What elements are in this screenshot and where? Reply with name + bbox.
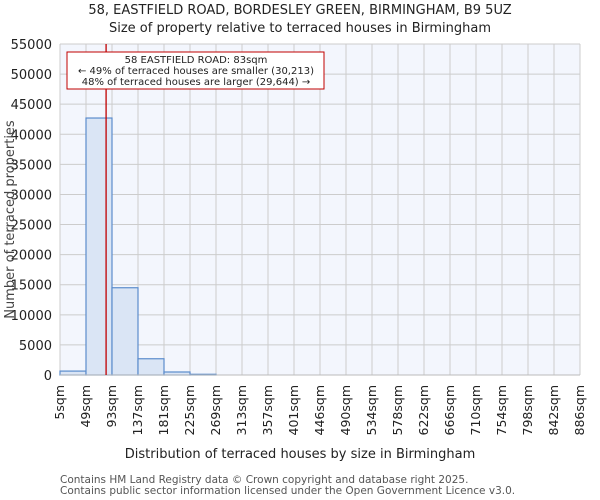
y-tick-label: 15000 xyxy=(11,279,52,294)
histogram-bar xyxy=(111,287,139,376)
histogram-plot: 0 5000 10000 15000 20000 25000 30000 35000 40000… xyxy=(3,38,587,462)
footer-line-1: Contains HM Land Registry data © Crown c… xyxy=(60,474,469,486)
x-tick-label: 269sqm xyxy=(208,385,223,435)
x-tick-label: 93sqm xyxy=(104,385,119,428)
x-axis-label: Distribution of terraced houses by size … xyxy=(125,447,475,462)
x-tick-label: 313sqm xyxy=(234,385,249,435)
x-tick-label: 578sqm xyxy=(390,385,405,435)
x-tick-label: 137sqm xyxy=(130,385,145,435)
y-axis-label: Number of terraced properties xyxy=(3,120,18,319)
x-tick-label: 401sqm xyxy=(286,385,301,435)
annotation-box xyxy=(66,51,325,90)
histogram-bar xyxy=(137,358,165,376)
annotation-line-1: 58 EASTFIELD ROAD: 83sqm xyxy=(125,55,268,66)
x-tick-label: 798sqm xyxy=(520,385,535,435)
y-tick-label: 10000 xyxy=(11,309,52,324)
x-tick-label: 754sqm xyxy=(494,385,509,435)
y-tick-label: 30000 xyxy=(11,188,52,203)
y-tick-label: 5000 xyxy=(19,339,52,354)
chart-title: 58, EASTFIELD ROAD, BORDESLEY GREEN, BIR… xyxy=(88,3,512,18)
y-tick-label: 0 xyxy=(44,369,52,384)
x-tick-label: 842sqm xyxy=(546,385,561,435)
annotation-line-3: 48% of terraced houses are larger (29,64… xyxy=(82,77,311,88)
annotation-line-2: ← 49% of terraced houses are smaller (30… xyxy=(78,66,314,77)
x-tick-label: 622sqm xyxy=(416,385,431,435)
y-tick-label: 25000 xyxy=(11,219,52,234)
chart-subtitle: Size of property relative to terraced ho… xyxy=(108,21,492,36)
histogram-bar xyxy=(85,117,113,376)
x-tick-label: 49sqm xyxy=(78,385,93,428)
x-tick-label: 5sqm xyxy=(52,385,67,420)
y-tick-label: 35000 xyxy=(11,158,52,173)
x-tick-label: 490sqm xyxy=(338,385,353,435)
x-tick-label: 181sqm xyxy=(156,385,171,435)
x-tick-label: 357sqm xyxy=(260,385,275,435)
footer-line-2: Contains public sector information licen… xyxy=(60,485,516,497)
x-tick-label: 666sqm xyxy=(442,385,457,435)
y-tick-label: 50000 xyxy=(11,68,52,83)
x-tick-label: 225sqm xyxy=(182,385,197,435)
y-tick-label: 40000 xyxy=(11,128,52,143)
y-tick-label: 55000 xyxy=(11,38,52,53)
x-tick-label: 446sqm xyxy=(312,385,327,435)
x-tick-label: 534sqm xyxy=(364,385,379,435)
x-tick-label: 710sqm xyxy=(468,385,483,435)
y-tick-label: 20000 xyxy=(11,249,52,264)
y-tick-label: 45000 xyxy=(11,98,52,113)
histogram-bar xyxy=(59,370,87,376)
x-tick-label: 886sqm xyxy=(572,385,587,435)
